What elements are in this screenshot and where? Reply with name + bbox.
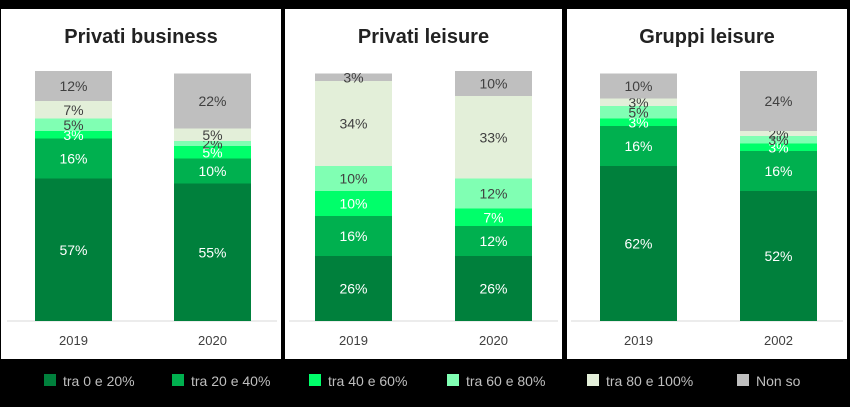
bar-segment	[740, 136, 817, 144]
legend-swatch	[737, 374, 749, 386]
x-tick-label: 2002	[764, 333, 793, 348]
data-label: 52%	[764, 248, 792, 264]
data-label: 7%	[483, 209, 503, 225]
legend-label: tra 0 e 20%	[63, 373, 135, 389]
x-tick-label: 2019	[339, 333, 368, 348]
bar-segment	[740, 131, 817, 136]
bar-segment	[600, 106, 677, 119]
bar-segment	[740, 71, 817, 131]
bar-segment	[455, 208, 532, 226]
chart-panel-gruppi-leisure: Gruppi leisure 62% 16% 3% 5% 3% 10% 2019 52% 16%…	[567, 9, 847, 359]
data-label: 24%	[764, 93, 792, 109]
bar-segment	[315, 166, 392, 191]
data-label: 16%	[624, 138, 652, 154]
data-label: 3%	[343, 69, 363, 85]
bar-segment	[740, 151, 817, 191]
data-label: 16%	[59, 151, 87, 167]
legend-label: tra 60 e 80%	[466, 373, 546, 389]
stacked-bar-chart: 26% 16% 10% 10% 34% 3% 2019 26% 12% 7% 12% 33% 10% 20…	[289, 69, 558, 348]
chart-title: Gruppi leisure	[639, 26, 775, 48]
data-label: 12%	[59, 78, 87, 94]
legend-label: tra 20 e 40%	[191, 373, 271, 389]
bar-segment	[455, 178, 532, 209]
data-label: 12%	[479, 233, 507, 249]
data-label: 5%	[628, 104, 648, 120]
bar-segment	[455, 256, 532, 321]
legend-swatch	[172, 374, 184, 386]
data-label: 16%	[764, 163, 792, 179]
data-label: 7%	[63, 102, 83, 118]
bar-segment	[600, 98, 677, 106]
bar-segment	[455, 71, 532, 96]
bar-segment	[174, 146, 251, 159]
data-label: 55%	[198, 244, 226, 260]
bar-segment	[174, 128, 251, 141]
data-label: 12%	[479, 186, 507, 202]
x-tick-label: 2020	[198, 333, 227, 348]
data-label: 26%	[479, 281, 507, 297]
bar-segment	[315, 81, 392, 166]
bar-segment	[174, 158, 251, 184]
bar-segment	[455, 226, 532, 256]
bar-segment	[600, 166, 677, 321]
legend-label: tra 40 e 60%	[328, 373, 408, 389]
chart-title: Privati leisure	[357, 26, 490, 48]
data-label: 10%	[479, 76, 507, 92]
data-label: 10%	[624, 78, 652, 94]
x-tick-label: 2019	[59, 333, 88, 348]
x-tick-label: 2020	[479, 333, 508, 348]
bar-segment	[600, 126, 677, 166]
data-label: 26%	[339, 281, 367, 297]
legend-label: tra 80 e 100%	[606, 373, 694, 389]
chart-panel-privati-leisure: Privati leisure 26% 16% 10% 10% 34% 3% 2019 26%…	[285, 9, 562, 359]
legend-label: Non so	[756, 373, 801, 389]
legend-swatch	[309, 374, 321, 386]
legend-swatch	[587, 374, 599, 386]
data-label: 62%	[624, 236, 652, 252]
bar-segment	[740, 143, 817, 151]
data-label: 34%	[339, 116, 367, 132]
data-label: 5%	[202, 127, 222, 143]
bar-segment	[35, 178, 112, 321]
data-label: 5%	[202, 144, 222, 160]
legend-swatch	[44, 374, 56, 386]
data-label: 22%	[198, 93, 226, 109]
legend: tra 0 e 20% tra 20 e 40% tra 40 e 60% tr…	[0, 363, 850, 399]
bar-segment	[174, 141, 251, 146]
bar-segment	[600, 118, 677, 126]
data-label: 5%	[63, 117, 83, 133]
chart-title: Privati business	[64, 26, 218, 48]
data-label: 57%	[59, 242, 87, 258]
bar-segment	[35, 101, 112, 119]
bar-segment	[315, 73, 392, 81]
legend-swatch	[447, 374, 459, 386]
bar-segment	[174, 73, 251, 129]
chart-panel-privati-business: Privati business 57% 16% 3% 5% 7% 12% 2019 55% 1…	[1, 9, 281, 359]
bar-segment	[315, 191, 392, 216]
bar-segment	[315, 256, 392, 321]
data-label: 10%	[339, 171, 367, 187]
data-label: 33%	[479, 129, 507, 145]
bar-segment	[35, 71, 112, 101]
bar-segment	[740, 191, 817, 321]
data-label: 10%	[198, 163, 226, 179]
x-tick-label: 2019	[624, 333, 653, 348]
bar-segment	[35, 118, 112, 131]
bar-segment	[455, 96, 532, 179]
bar-segment	[35, 131, 112, 139]
bar-segment	[35, 138, 112, 179]
bar-segment	[600, 73, 677, 99]
bar-segment	[315, 216, 392, 256]
data-label: 10%	[339, 196, 367, 212]
data-label: 16%	[339, 228, 367, 244]
bar-segment	[174, 183, 251, 321]
